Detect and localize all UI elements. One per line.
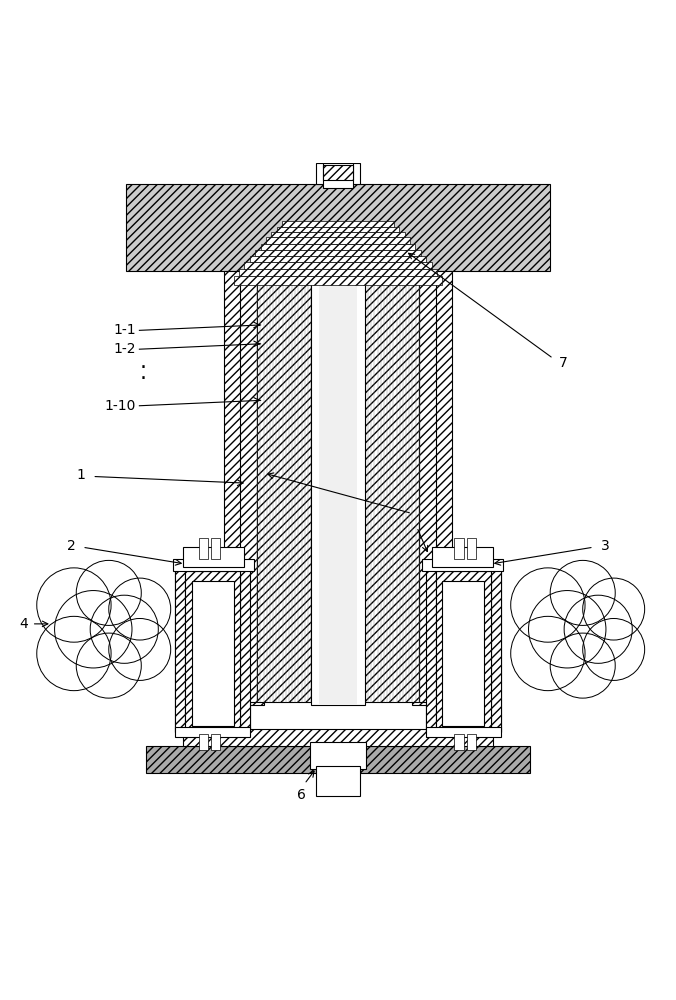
Bar bbox=[412, 271, 452, 705]
Text: 1-1: 1-1 bbox=[114, 323, 136, 337]
Bar bbox=[175, 727, 251, 737]
Circle shape bbox=[550, 560, 615, 625]
Bar bbox=[175, 564, 251, 732]
Bar bbox=[260, 244, 416, 250]
Bar bbox=[466, 734, 476, 750]
Bar bbox=[419, 271, 435, 702]
Bar bbox=[183, 729, 493, 746]
Bar bbox=[435, 571, 491, 729]
Bar bbox=[199, 734, 208, 750]
Bar bbox=[257, 274, 311, 702]
Bar bbox=[425, 564, 435, 732]
Circle shape bbox=[37, 568, 111, 642]
Bar bbox=[310, 742, 366, 769]
Bar bbox=[146, 746, 530, 773]
Bar bbox=[173, 559, 254, 571]
Bar bbox=[199, 538, 208, 559]
Circle shape bbox=[76, 560, 141, 625]
Text: 2: 2 bbox=[67, 539, 76, 553]
Bar bbox=[365, 274, 419, 702]
Circle shape bbox=[583, 618, 645, 680]
Circle shape bbox=[510, 568, 585, 642]
Bar bbox=[224, 271, 264, 705]
Bar bbox=[319, 268, 357, 705]
Circle shape bbox=[109, 618, 171, 680]
Circle shape bbox=[37, 616, 111, 691]
Bar bbox=[304, 244, 372, 272]
Bar bbox=[311, 268, 365, 705]
Circle shape bbox=[564, 595, 632, 663]
Bar bbox=[250, 256, 426, 262]
Bar bbox=[185, 571, 241, 729]
Circle shape bbox=[55, 591, 132, 668]
Bar bbox=[454, 734, 464, 750]
Bar bbox=[422, 559, 503, 571]
Circle shape bbox=[550, 633, 615, 698]
Bar bbox=[241, 564, 251, 732]
Bar bbox=[241, 271, 257, 702]
Bar bbox=[211, 538, 220, 559]
Bar bbox=[316, 766, 360, 796]
Bar bbox=[425, 727, 501, 737]
Text: 5: 5 bbox=[422, 503, 431, 517]
Circle shape bbox=[76, 633, 141, 698]
Circle shape bbox=[109, 578, 171, 640]
Text: ·: · bbox=[139, 358, 146, 378]
Bar bbox=[276, 227, 400, 232]
Text: 1-2: 1-2 bbox=[114, 342, 136, 356]
Bar bbox=[211, 734, 220, 750]
Bar bbox=[432, 547, 493, 567]
Bar bbox=[183, 547, 244, 567]
Text: 4: 4 bbox=[20, 617, 28, 631]
Bar bbox=[454, 538, 464, 559]
Circle shape bbox=[529, 591, 606, 668]
Bar bbox=[316, 163, 360, 184]
Bar bbox=[245, 262, 431, 269]
Circle shape bbox=[583, 578, 645, 640]
Bar bbox=[466, 538, 476, 559]
Bar bbox=[271, 232, 405, 237]
Text: 6: 6 bbox=[297, 788, 306, 802]
Bar bbox=[282, 221, 394, 227]
Bar bbox=[175, 564, 185, 732]
Bar bbox=[323, 163, 353, 188]
Text: ·: · bbox=[139, 369, 146, 389]
Bar bbox=[239, 269, 437, 276]
Bar bbox=[192, 581, 234, 726]
Text: 1-10: 1-10 bbox=[105, 399, 136, 413]
Bar bbox=[234, 276, 442, 285]
Bar bbox=[442, 581, 484, 726]
Circle shape bbox=[510, 616, 585, 691]
Bar bbox=[491, 564, 501, 732]
Circle shape bbox=[90, 595, 158, 663]
Text: 7: 7 bbox=[559, 356, 568, 370]
Text: 3: 3 bbox=[600, 539, 609, 553]
Bar bbox=[256, 250, 420, 256]
Bar bbox=[266, 237, 410, 244]
Text: 1: 1 bbox=[76, 468, 86, 482]
Bar bbox=[323, 165, 353, 180]
Bar bbox=[126, 184, 550, 271]
Bar bbox=[425, 564, 501, 732]
